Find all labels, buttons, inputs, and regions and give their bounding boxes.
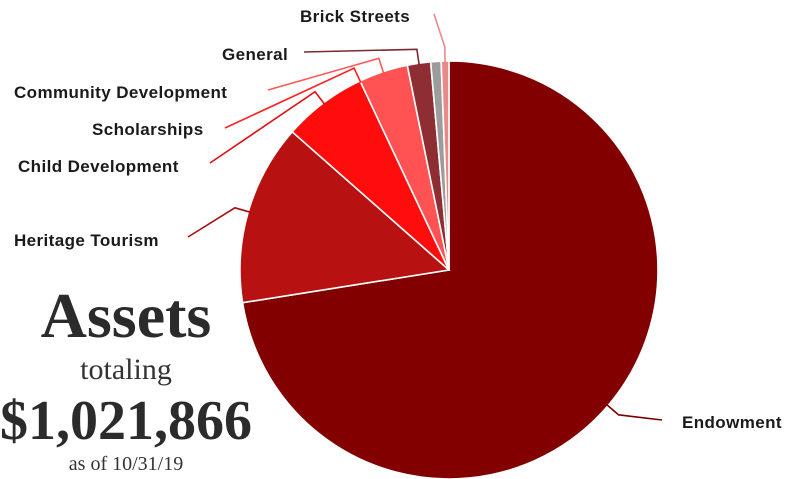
callout-line-child-development <box>209 90 326 164</box>
slice-label-scholarships: Scholarships <box>92 120 204 139</box>
slice-label-brick-streets: Brick Streets <box>300 7 410 26</box>
headline-title: Assets <box>40 280 212 351</box>
as-of-date: as of 10/31/19 <box>68 453 184 475</box>
callout-line-heritage-tourism <box>187 206 251 238</box>
slice-label-endowment: Endowment <box>682 413 782 432</box>
slice-label-child-development: Child Development <box>18 157 179 176</box>
headline-subtitle: totaling <box>80 353 172 386</box>
slice-label-community-development: Community Development <box>14 83 227 102</box>
slice-label-heritage-tourism: Heritage Tourism <box>14 231 159 250</box>
total-amount: $1,021,866 <box>0 390 252 452</box>
callout-line-brick-streets <box>433 13 446 64</box>
callout-line-general <box>303 48 420 66</box>
callout-line-endowment <box>605 403 663 421</box>
callout-line-community-development <box>267 57 385 91</box>
slice-label-general: General <box>222 45 288 64</box>
callout-line-scholarships <box>224 67 362 129</box>
